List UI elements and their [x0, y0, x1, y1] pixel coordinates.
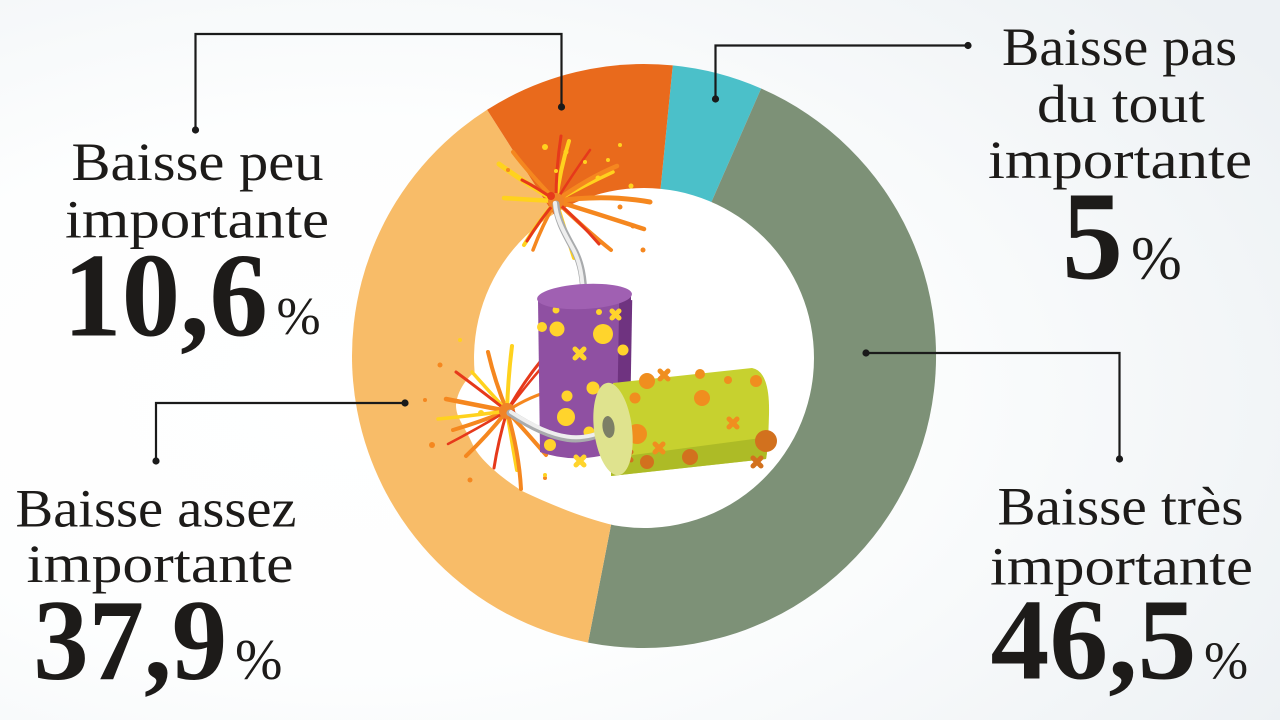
svg-text:importante: importante [65, 190, 329, 250]
svg-text:%: % [277, 288, 321, 346]
svg-text:Baisse peu: Baisse peu [72, 132, 324, 192]
svg-text:importante: importante [27, 534, 294, 594]
svg-text:10,6: 10,6 [63, 229, 268, 362]
svg-text:%: % [235, 628, 282, 691]
svg-text:46,5: 46,5 [991, 576, 1197, 703]
svg-text:37,9: 37,9 [33, 577, 227, 704]
svg-text:importante: importante [990, 537, 1253, 597]
svg-text:Baisse très: Baisse très [998, 477, 1244, 537]
svg-text:Baisse pas: Baisse pas [1002, 17, 1237, 77]
svg-text:importante: importante [988, 130, 1252, 190]
svg-text:Baisse assez: Baisse assez [16, 478, 297, 538]
svg-text:%: % [1131, 225, 1182, 292]
svg-text:du tout: du tout [1037, 74, 1205, 134]
svg-text:5: 5 [1062, 167, 1123, 306]
svg-text:%: % [1204, 632, 1248, 690]
